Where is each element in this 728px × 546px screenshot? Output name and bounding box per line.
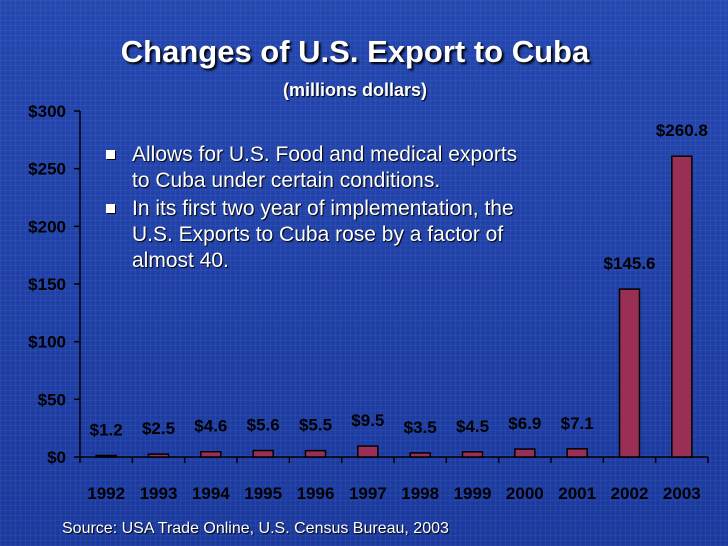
data-label: $3.5 xyxy=(404,418,437,437)
chart-title: Changes of U.S. Export to Cuba xyxy=(120,34,590,69)
category-label: 1993 xyxy=(140,484,178,503)
category-labels: 1992 1993 1994 1995 1996 1997 1998 1999 2000 2001… xyxy=(87,484,700,503)
square-bullet-icon xyxy=(106,204,115,213)
data-label: $6.9 xyxy=(508,414,541,433)
category-label: 2002 xyxy=(611,484,649,503)
bar xyxy=(671,155,693,458)
category-label: 1997 xyxy=(349,484,387,503)
y-tick-label: $150 xyxy=(28,275,66,294)
y-tick-label: $250 xyxy=(28,160,66,179)
bar xyxy=(566,448,588,458)
category-label: 2001 xyxy=(558,484,596,503)
square-bullet-icon xyxy=(106,150,115,159)
source-note: Source: USA Trade Online, U.S. Census Bu… xyxy=(62,520,449,537)
data-label: $2.5 xyxy=(142,419,175,438)
bullet-item: Allows for U.S. Food and medical exports… xyxy=(100,142,540,194)
bar xyxy=(618,288,641,458)
bullet-list: Allows for U.S. Food and medical exports… xyxy=(100,142,540,276)
bar xyxy=(304,449,327,458)
bullet-text: In its first two year of implementation,… xyxy=(132,197,514,272)
category-label: 1996 xyxy=(297,484,335,503)
data-label: $7.1 xyxy=(561,414,594,433)
data-label: $260.8 xyxy=(656,121,708,140)
bullet-item: In its first two year of implementation,… xyxy=(100,196,540,274)
category-label: 2000 xyxy=(506,484,544,503)
category-label: 1992 xyxy=(87,484,125,503)
data-label: $1.2 xyxy=(90,421,123,440)
x-ticks xyxy=(79,457,709,463)
bar xyxy=(514,448,536,458)
category-label: 1995 xyxy=(244,484,282,503)
bars xyxy=(95,155,693,458)
chart-subtitle: (millions dollars) xyxy=(282,80,428,100)
y-ticks: $0 $50 $100 $150 $200 $250 $300 xyxy=(28,102,80,467)
y-tick-label: $100 xyxy=(28,333,66,352)
data-labels: $1.2 $2.5 $4.6 $5.6 $5.5 $9.5 $3.5 $4.5 $6.9 $7.1… xyxy=(90,121,708,439)
data-label: $9.5 xyxy=(351,411,384,430)
y-tick-label: $300 xyxy=(28,102,66,121)
category-label: 1998 xyxy=(401,484,439,503)
y-tick-label: $50 xyxy=(38,390,66,409)
bar xyxy=(409,452,431,458)
bullet-text: Allows for U.S. Food and medical exports… xyxy=(132,143,518,192)
data-label: $145.6 xyxy=(604,254,656,273)
category-label: 1994 xyxy=(192,484,230,503)
category-label: 2003 xyxy=(663,484,701,503)
data-label: $5.6 xyxy=(247,416,280,435)
data-label: $4.5 xyxy=(456,417,489,436)
y-tick-label: $0 xyxy=(47,448,66,467)
bar xyxy=(461,451,484,458)
category-label: 1999 xyxy=(454,484,492,503)
bar xyxy=(200,450,222,458)
bar xyxy=(252,449,274,458)
bar xyxy=(147,453,170,458)
y-tick-label: $200 xyxy=(28,217,66,236)
data-label: $4.6 xyxy=(194,417,227,436)
bar xyxy=(95,454,117,458)
bar xyxy=(357,445,379,458)
data-label: $5.5 xyxy=(299,416,332,435)
